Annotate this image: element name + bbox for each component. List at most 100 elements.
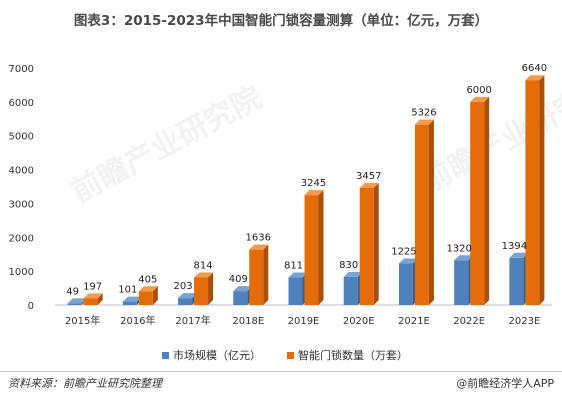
- bar-front: [138, 291, 153, 305]
- bar-side: [484, 96, 490, 305]
- bar-front: [83, 298, 98, 305]
- bar-front: [509, 257, 524, 305]
- bar-front: [525, 80, 540, 305]
- data-label-volume: 6000: [466, 85, 491, 96]
- data-label-volume: 3457: [356, 171, 381, 182]
- x-tick-label: 2015年: [65, 314, 100, 327]
- x-tick-label: 2018E: [232, 316, 264, 327]
- bar-front: [122, 301, 137, 305]
- bar-side: [152, 286, 158, 305]
- bar-volume: [138, 286, 158, 305]
- bar-volume: [525, 75, 545, 305]
- bar-top: [122, 296, 142, 302]
- bar-front: [359, 187, 374, 305]
- bar-volume: [249, 244, 269, 305]
- y-tick-label: 1000: [9, 267, 34, 278]
- legend-label-market: 市场规模（亿元）: [173, 349, 261, 362]
- data-label-market: 1225: [391, 247, 416, 258]
- bar-side: [208, 272, 214, 305]
- x-tick-label: 2023E: [508, 316, 540, 327]
- bar-front: [288, 277, 303, 305]
- data-label-volume: 3245: [301, 178, 326, 189]
- data-label-volume: 6640: [522, 63, 547, 74]
- bar-top: [194, 272, 214, 278]
- bar-top: [304, 190, 324, 196]
- bar-top: [525, 75, 545, 81]
- bar-top: [343, 271, 363, 277]
- bar-top: [249, 244, 269, 250]
- chart-title: 图表3：2015-2023年中国智能门锁容量测算（单位：亿元，万套）: [73, 13, 489, 29]
- bar-front: [470, 101, 485, 305]
- bar-volume: [359, 182, 379, 305]
- bar-side: [428, 119, 434, 306]
- legend: 市场规模（亿元） 智能门锁数量（万套）: [162, 347, 408, 363]
- data-label-market: 1394: [502, 241, 527, 252]
- bar-top: [233, 286, 253, 292]
- y-tick-label: 5000: [9, 132, 34, 143]
- bar-volume: [414, 119, 434, 306]
- bar-side: [318, 190, 324, 305]
- bar-top: [178, 293, 198, 299]
- bar-side: [97, 293, 103, 305]
- data-label-volume: 405: [138, 274, 157, 285]
- data-label-market: 203: [174, 281, 193, 292]
- bar-top: [138, 286, 158, 292]
- x-tick-label: 2022E: [453, 316, 485, 327]
- bar-front: [178, 298, 193, 305]
- data-label-market: 409: [229, 274, 248, 285]
- source-note: 资料来源：前瞻产业研究院整理: [8, 377, 162, 390]
- bar-front: [233, 291, 248, 305]
- legend-label-volume: 智能门锁数量（万套）: [298, 349, 408, 362]
- bar-top: [470, 96, 490, 102]
- data-label-volume: 814: [194, 260, 213, 271]
- x-tick-label: 2017年: [175, 314, 210, 327]
- footer-divider: [0, 371, 562, 372]
- y-tick-label: 4000: [9, 166, 34, 177]
- bar-side: [373, 182, 379, 305]
- bar-top: [83, 293, 103, 299]
- bar-top: [67, 298, 87, 304]
- legend-item-volume: 智能门锁数量（万套）: [287, 347, 408, 363]
- x-tick-label: 2020E: [343, 316, 375, 327]
- legend-item-market: 市场规模（亿元）: [162, 347, 261, 363]
- data-label-market: 49: [66, 286, 79, 297]
- bar-front: [304, 195, 319, 305]
- data-label-market: 101: [118, 285, 137, 296]
- bar-side: [539, 75, 545, 305]
- bar-top: [454, 255, 474, 261]
- y-tick-label: 0: [28, 301, 34, 312]
- bar-front: [454, 260, 469, 305]
- data-label-volume: 1636: [246, 233, 271, 244]
- legend-swatch-market: [162, 351, 169, 359]
- x-tick-label: 2016年: [120, 314, 155, 327]
- data-label-market: 1320: [446, 243, 471, 254]
- y-tick-label: 7000: [9, 64, 34, 75]
- data-label-market: 811: [284, 261, 303, 272]
- bar-front: [249, 249, 264, 305]
- y-tick-label: 3000: [9, 199, 34, 210]
- brand-credit: @前瞻经济学人APP: [456, 377, 554, 390]
- data-label-market: 830: [339, 260, 358, 271]
- y-tick-label: 2000: [9, 233, 34, 244]
- bar-front: [414, 124, 429, 306]
- data-label-volume: 5326: [411, 108, 436, 119]
- bar-volume: [470, 96, 490, 305]
- bar-top: [509, 252, 529, 258]
- x-tick-label: 2019E: [288, 316, 320, 327]
- bar-top: [359, 182, 379, 188]
- x-tick-label: 2021E: [398, 316, 430, 327]
- bar-top: [288, 272, 308, 278]
- bar-top: [398, 258, 418, 264]
- bar-volume: [304, 190, 324, 305]
- legend-swatch-volume: [287, 351, 294, 359]
- bar-volume: [83, 293, 103, 305]
- bar-front: [398, 263, 413, 305]
- bar-front: [194, 277, 209, 305]
- bar-top: [414, 119, 434, 125]
- bar-front: [343, 276, 358, 305]
- data-label-volume: 197: [83, 281, 102, 292]
- bar-side: [263, 244, 269, 305]
- bar-volume: [194, 272, 214, 305]
- bar-front: [67, 303, 82, 305]
